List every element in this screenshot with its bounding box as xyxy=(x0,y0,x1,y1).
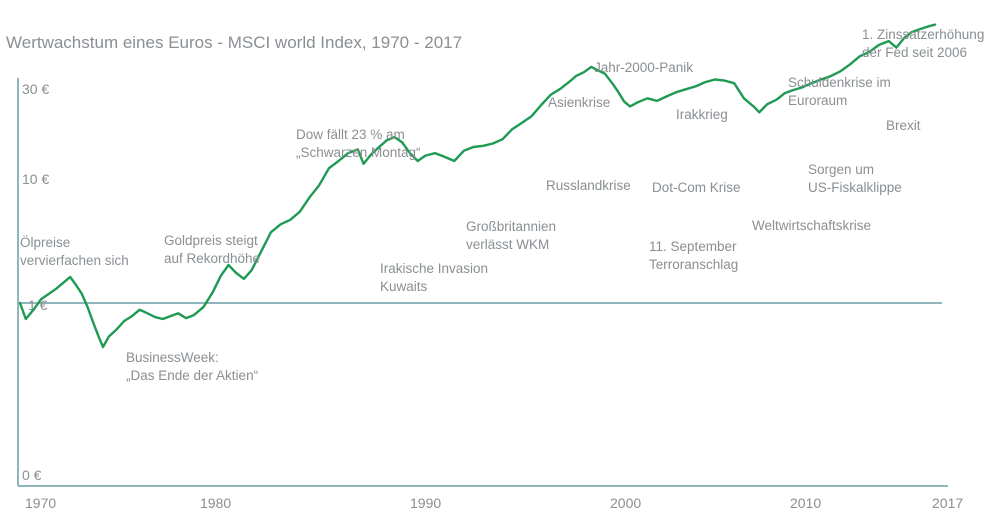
annotation-label: Weltwirtschaftskrise xyxy=(752,218,871,233)
y-tick-label: 30 € xyxy=(22,81,49,97)
annotation-line: 1. Zinssatzerhöhung xyxy=(862,27,984,42)
annotation-line: 11. September xyxy=(649,239,737,254)
annotation-line: Brexit xyxy=(886,118,921,133)
annotation-line: Goldpreis steigt xyxy=(164,233,258,248)
annotation-label: BusinessWeek: „Das Ende der Aktien“ xyxy=(126,350,258,383)
annotation-line: Sorgen um xyxy=(808,162,874,177)
annotation-label: Großbritannien verlässt WKM xyxy=(466,219,556,252)
annotation-label: Asienkrise xyxy=(548,95,610,110)
annotation-line: Jahr-2000-Panik xyxy=(594,60,693,75)
chart-title: Wertwachstum eines Euros - MSCI world In… xyxy=(6,33,462,52)
annotation-label: Brexit xyxy=(886,118,921,133)
annotation-line: Weltwirtschaftskrise xyxy=(752,218,871,233)
x-tick-label: 2000 xyxy=(610,495,641,511)
annotation-line: Dot-Com Krise xyxy=(652,180,741,195)
x-tick-label: 1990 xyxy=(410,495,441,511)
annotation-label: Sorgen um US-Fiskalklippe xyxy=(808,162,902,195)
series-line xyxy=(18,23,937,349)
annotation-line: Euroraum xyxy=(788,93,847,108)
annotation-line: auf Rekordhöhe xyxy=(164,251,260,266)
x-tick-label: 1970 xyxy=(25,495,56,511)
annotation-line: Irakische Invasion xyxy=(380,261,488,276)
annotation-line: „Das Ende der Aktien“ xyxy=(126,368,258,383)
x-tick-label: 2010 xyxy=(790,495,821,511)
annotation-label: Goldpreis steigt auf Rekordhöhe xyxy=(164,233,260,266)
annotation-line: Dow fällt 23 % am xyxy=(296,127,405,142)
annotation-label: Russlandkrise xyxy=(546,178,631,193)
annotation-line: US-Fiskalklippe xyxy=(808,180,902,195)
annotation-label: Dot-Com Krise xyxy=(652,180,741,195)
x-tick-labels: 1970 1980 1990 2000 2010 2017 xyxy=(25,495,963,511)
x-tick-label: 2017 xyxy=(932,495,963,511)
y-tick-label: 10 € xyxy=(22,171,49,187)
annotation-line: Irakkrieg xyxy=(676,107,728,122)
annotation-line: Ölpreise xyxy=(20,235,70,250)
annotation-line: verlässt WKM xyxy=(466,237,549,252)
annotation-label: Schuldenkrise im Euroraum xyxy=(788,75,891,108)
annotation-line: Asienkrise xyxy=(548,95,610,110)
annotation-line: der Fed seit 2006 xyxy=(862,45,967,60)
annotations: Ölpreise vervierfachen sich BusinessWeek: „… xyxy=(20,27,984,383)
annotation-line: Kuwaits xyxy=(380,279,428,294)
annotation-label: 1. Zinssatzerhöhung der Fed seit 2006 xyxy=(862,27,984,60)
annotation-line: Terroranschlag xyxy=(649,257,738,272)
annotation-line: Großbritannien xyxy=(466,219,556,234)
annotation-line: Schuldenkrise im xyxy=(788,75,891,90)
x-tick-label: 1980 xyxy=(200,495,231,511)
annotation-label: Dow fällt 23 % am „Schwarzen Montag“ xyxy=(296,127,421,160)
annotation-label: 11. September Terroranschlag xyxy=(649,239,738,272)
annotation-line: Russlandkrise xyxy=(546,178,631,193)
annotation-label: Irakische Invasion Kuwaits xyxy=(380,261,488,294)
annotation-line: vervierfachen sich xyxy=(20,253,129,268)
annotation-label: Jahr-2000-Panik xyxy=(594,60,693,75)
annotation-line: BusinessWeek: xyxy=(126,350,219,365)
y-tick-label: 0 € xyxy=(22,467,42,483)
y-tick-labels: 30 €10 €1 €0 € xyxy=(22,81,49,483)
annotation-line: „Schwarzen Montag“ xyxy=(296,145,421,160)
annotation-label: Ölpreise vervierfachen sich xyxy=(20,235,129,268)
annotation-label: Irakkrieg xyxy=(676,107,728,122)
